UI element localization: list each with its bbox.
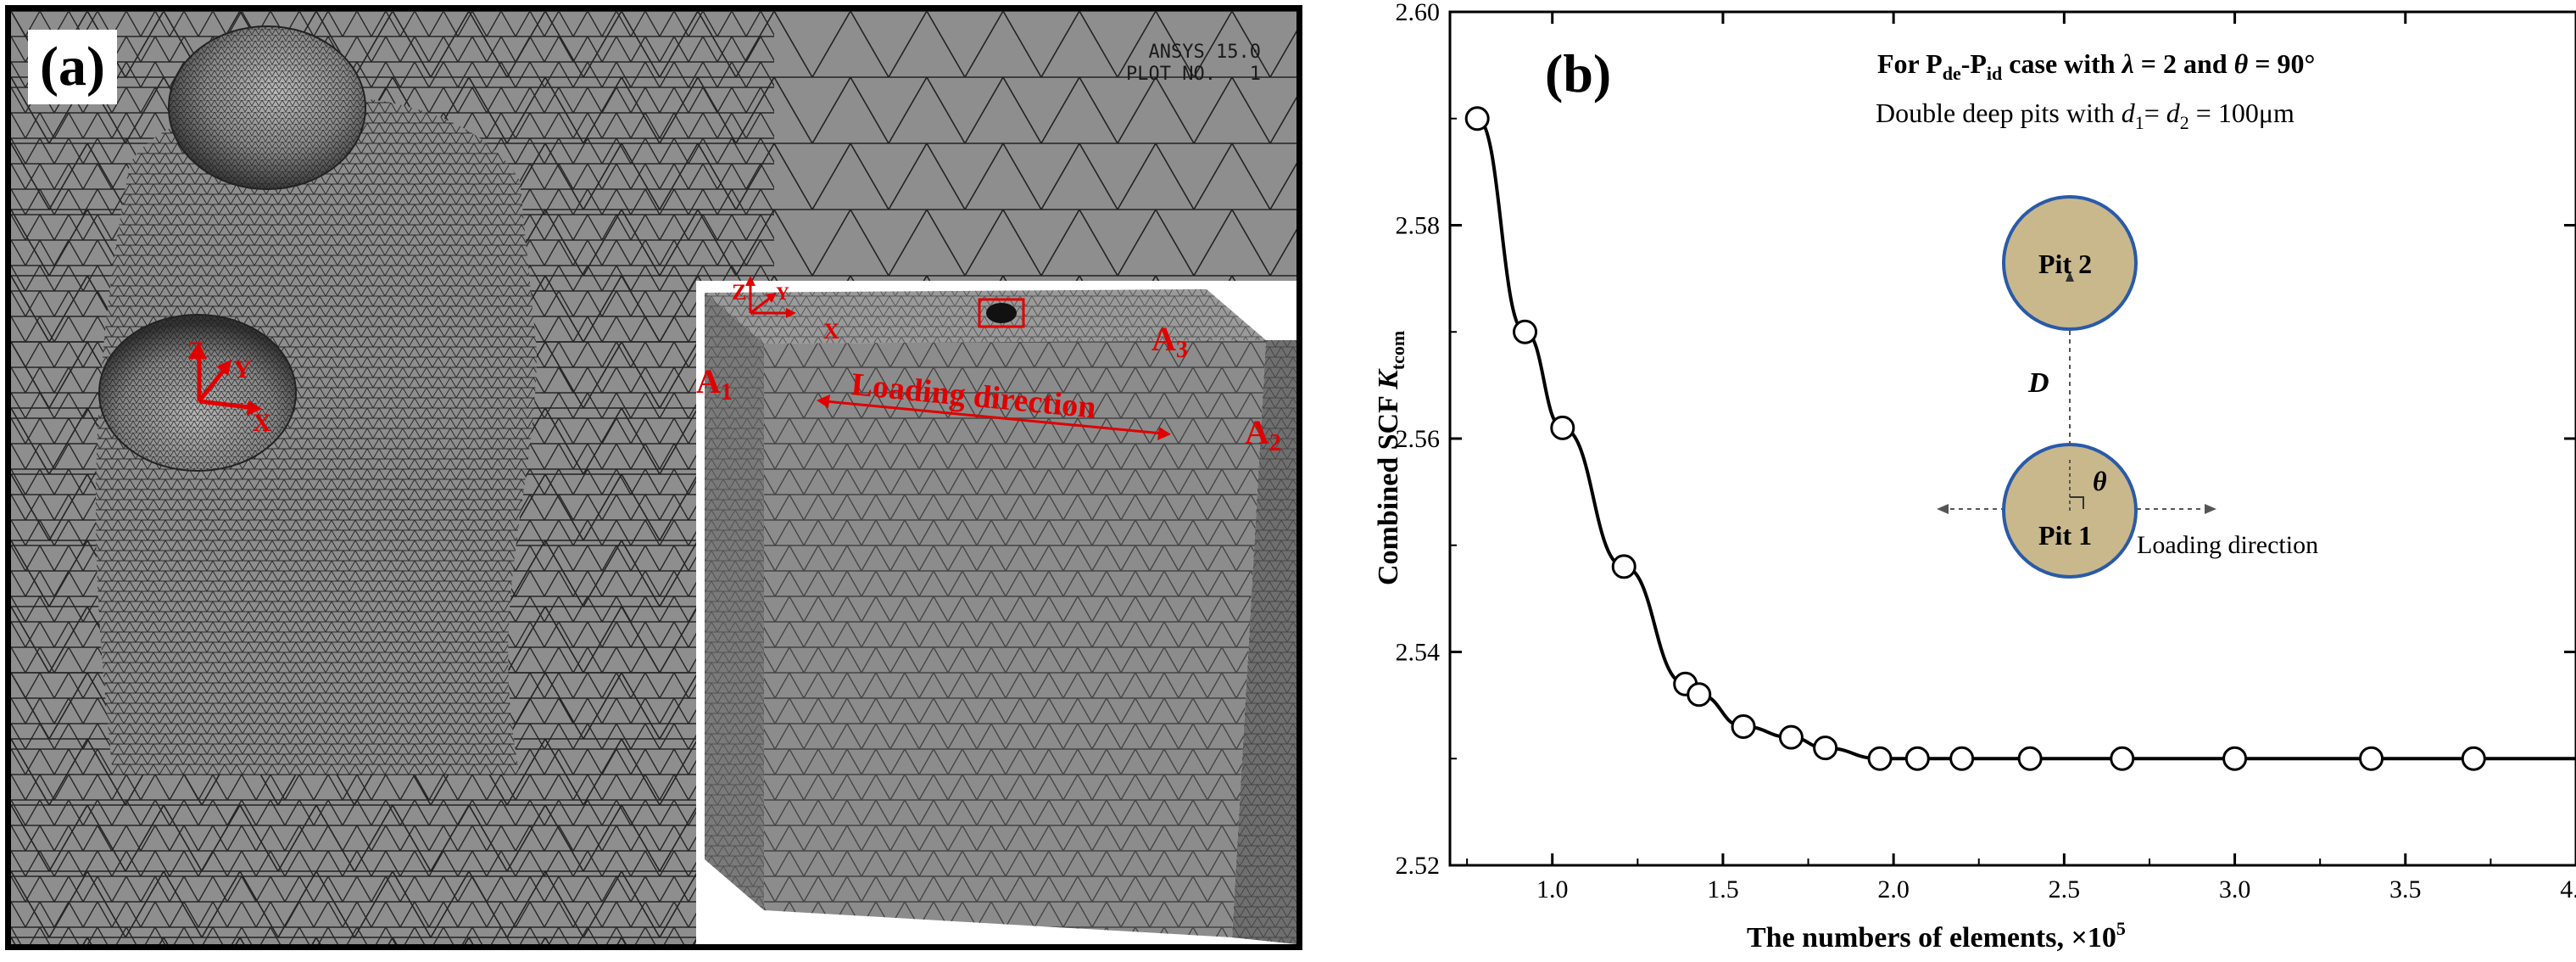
data-point-marker bbox=[1867, 746, 1893, 771]
pit-schematic: Pit 2 Pit 1 D θ Loading direction bbox=[1937, 195, 2318, 579]
data-point-marker bbox=[1513, 319, 1538, 344]
x-tick-label: 2.5 bbox=[2049, 875, 2081, 903]
panel-b-label: (b) bbox=[1545, 43, 1611, 103]
ansys-version: ANSYS 15.0 bbox=[1148, 42, 1261, 63]
pit-axis-z: Z bbox=[187, 337, 204, 365]
loading-arrow-right bbox=[2205, 504, 2216, 514]
loading-arrow-left bbox=[1937, 504, 1949, 514]
inset-block-view bbox=[696, 281, 1296, 944]
theta-label: θ bbox=[2093, 466, 2107, 496]
inset-coordinate-triad bbox=[745, 276, 796, 318]
right-angle-marker bbox=[2070, 496, 2084, 509]
x-tick-label: 4.0 bbox=[2560, 875, 2576, 903]
data-point-marker bbox=[2222, 746, 2248, 771]
data-point-marker bbox=[2461, 746, 2486, 771]
ansys-plot-number: PLOT NO. 1 bbox=[1126, 64, 1261, 85]
legend-line-2: Double deep pits with d1= d2 = 100μm bbox=[1876, 98, 2294, 133]
panel-a-label: (a) bbox=[28, 30, 117, 104]
upper-pit bbox=[168, 25, 366, 190]
pit-2-label: Pit 2 bbox=[2038, 249, 2092, 279]
data-point-marker bbox=[2359, 746, 2384, 771]
data-point-marker bbox=[1904, 746, 1930, 771]
data-point-marker bbox=[1550, 415, 1575, 440]
y-tick-label: 2.60 bbox=[1396, 0, 1441, 26]
data-point-marker bbox=[2017, 746, 2043, 771]
face-a3-label: A3 bbox=[1151, 320, 1188, 363]
face-a1-label: A1 bbox=[696, 362, 733, 405]
chart-panel: 1.0 1.5 2.0 2.5 3.0 3.5 4.0 2.52 2.54 2.56 2.58 2.6… bbox=[1323, 0, 2576, 962]
data-point-marker bbox=[1687, 682, 1712, 708]
ansys-stamp: ANSYS 15.0 PLOT NO. 1 bbox=[1126, 42, 1261, 86]
data-point-marker bbox=[1949, 746, 1975, 771]
x-tick-label: 1.5 bbox=[1707, 875, 1739, 903]
pit-2-center-arrow bbox=[2066, 271, 2074, 282]
data-point-marker bbox=[1813, 735, 1838, 761]
y-tick-label: 2.56 bbox=[1396, 425, 1441, 453]
plot-area-border bbox=[1448, 10, 2576, 867]
mesh-panel: Z Y X bbox=[5, 5, 1302, 950]
scf-convergence-chart: 1.0 1.5 2.0 2.5 3.0 3.5 4.0 2.52 2.54 2.56 2.58 2.6… bbox=[1373, 0, 2576, 954]
y-tick-label: 2.52 bbox=[1396, 852, 1441, 880]
loading-direction-arrow bbox=[817, 394, 1171, 440]
x-tick-label: 3.5 bbox=[2389, 875, 2422, 903]
x-tick-label: 3.0 bbox=[2219, 875, 2251, 903]
distance-d-label: D bbox=[2027, 367, 2049, 399]
pit-axis-x: X bbox=[253, 409, 271, 437]
data-point-marker bbox=[1778, 724, 1804, 750]
y-tick-label: 2.58 bbox=[1396, 212, 1441, 240]
inset-axis-x: X bbox=[823, 319, 839, 344]
y-axis-label: Combined SCF Ktcom bbox=[1373, 331, 1408, 585]
inset-axis-z: Z bbox=[732, 280, 746, 305]
inset-axis-y: Y bbox=[776, 282, 789, 304]
data-point-marker bbox=[2110, 746, 2135, 771]
data-point-marker bbox=[1731, 714, 1756, 740]
data-point-marker bbox=[1464, 106, 1490, 131]
data-point-marker bbox=[1611, 554, 1636, 579]
x-tick-label: 1.0 bbox=[1536, 875, 1569, 903]
pit-1-label: Pit 1 bbox=[2038, 520, 2092, 551]
x-tick-label: 2.0 bbox=[1877, 875, 1910, 903]
mesh-drawing: Z Y X bbox=[11, 11, 1296, 944]
pit-axis-y: Y bbox=[233, 355, 252, 383]
face-a2-label: A2 bbox=[1245, 413, 1281, 456]
pit-coordinate-triad bbox=[192, 344, 262, 416]
schematic-loading-label: Loading direction bbox=[2137, 531, 2318, 559]
legend-line-1: For Pde-Pid case with λ = 2 and θ = 90° bbox=[1877, 48, 2315, 84]
y-tick-label: 2.54 bbox=[1396, 639, 1441, 667]
pit-2-circle bbox=[2002, 195, 2138, 331]
x-axis-label: The numbers of elements, ×105 bbox=[1747, 918, 2126, 954]
